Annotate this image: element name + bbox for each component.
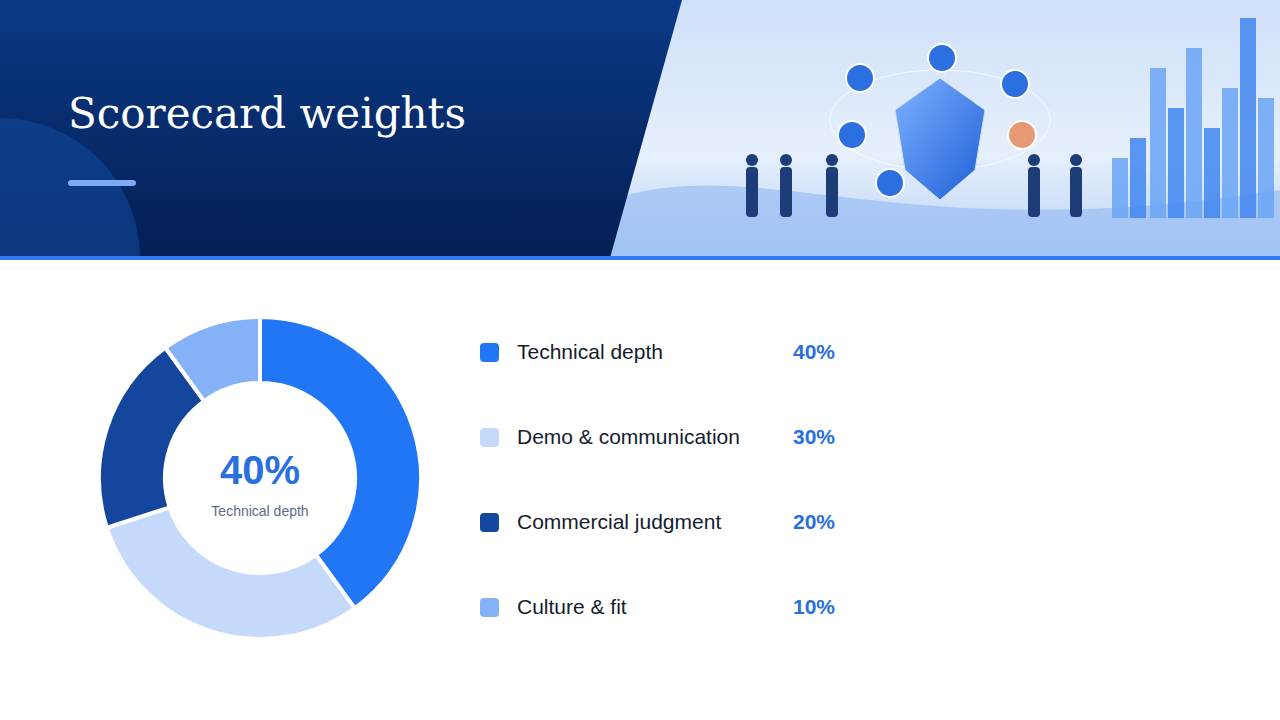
- html-text:Technical depth: Technical depth: [211, 503, 309, 519]
- html-text:Culture & fit: Culture & fit: [517, 595, 627, 618]
- svg-text:Scorecard weights: Scorecard weights: [68, 89, 466, 138]
- html-text:40%: 40%: [220, 448, 300, 492]
- html-text:20%: 20%: [793, 510, 835, 533]
- html-text:30%: 30%: [793, 425, 835, 448]
- html-text:Technical depth: Technical depth: [517, 340, 663, 363]
- html-text:Commercial judgment: Commercial judgment: [517, 510, 722, 533]
- html-text:Demo & communication: Demo & communication: [517, 425, 740, 448]
- html-text:10%: 10%: [793, 595, 835, 618]
- html-text:40%: 40%: [793, 340, 835, 363]
